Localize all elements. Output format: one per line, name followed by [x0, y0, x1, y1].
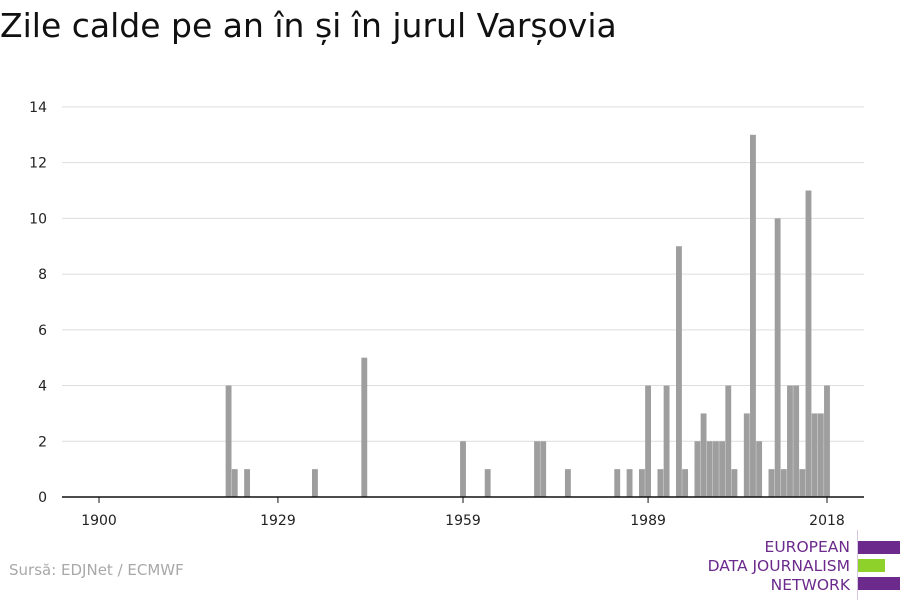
- bar-1924[interactable]: [244, 469, 251, 497]
- bar-2003[interactable]: [731, 469, 738, 497]
- bar-1991[interactable]: [657, 469, 664, 497]
- bar-2016[interactable]: [811, 413, 818, 497]
- bar-1994[interactable]: [675, 246, 682, 497]
- bar-2010[interactable]: [774, 218, 781, 497]
- y-tick-label: 10: [29, 211, 47, 227]
- bar-1921[interactable]: [225, 385, 232, 497]
- bar-1997[interactable]: [694, 441, 701, 497]
- x-tick-label: 1989: [630, 513, 666, 529]
- bar-2006[interactable]: [750, 134, 756, 498]
- bar-2000[interactable]: [713, 441, 719, 497]
- bar-2014[interactable]: [799, 469, 806, 497]
- bar-1989[interactable]: [645, 385, 652, 497]
- bars: [225, 134, 830, 498]
- bar-1959[interactable]: [460, 441, 466, 497]
- logo-divider: [857, 530, 858, 600]
- x-tick-label: 1900: [81, 513, 117, 529]
- x-tick-label: 1959: [445, 513, 481, 529]
- edjnet-logo[interactable]: EUROPEAN DATA JOURNALISM NETWORK: [690, 530, 900, 600]
- bar-2011[interactable]: [780, 469, 787, 497]
- logo-line-network: NETWORK: [770, 576, 850, 594]
- bar-2009[interactable]: [768, 469, 775, 497]
- bar-1922[interactable]: [231, 469, 238, 497]
- axes: 0 2 4 6 8 10 12 14 1900 1929 1959 1989 2018: [29, 100, 864, 529]
- y-tick-label: 6: [38, 323, 47, 339]
- bar-1998[interactable]: [700, 413, 707, 497]
- bar-1972[interactable]: [540, 441, 547, 497]
- logo-bar-purple-bottom: [858, 577, 900, 590]
- bar-2012[interactable]: [787, 385, 793, 497]
- y-tick-label: 0: [38, 490, 47, 506]
- y-tick-label: 12: [29, 156, 47, 172]
- y-tick-label: 4: [38, 379, 47, 395]
- bar-2002[interactable]: [725, 385, 732, 497]
- source-note: Sursă: EDJNet / ECMWF: [9, 561, 184, 579]
- grid-lines: [62, 106, 864, 442]
- bar-1992[interactable]: [663, 385, 670, 497]
- bar-1971[interactable]: [534, 441, 540, 497]
- bar-2017[interactable]: [817, 413, 824, 497]
- bar-1984[interactable]: [614, 469, 621, 497]
- bar-2001[interactable]: [719, 441, 726, 497]
- y-tick-label: 2: [38, 434, 47, 450]
- bar-1935[interactable]: [312, 469, 318, 497]
- x-tick-label: 2018: [809, 513, 845, 529]
- logo-bar-purple-top: [858, 541, 900, 554]
- bar-1963[interactable]: [484, 469, 491, 497]
- bar-1986[interactable]: [626, 469, 633, 497]
- bar-1976[interactable]: [564, 469, 571, 497]
- bar-1995[interactable]: [682, 469, 689, 497]
- bar-2018[interactable]: [824, 385, 830, 497]
- bar-1988[interactable]: [638, 469, 645, 497]
- bar-2015[interactable]: [805, 190, 812, 497]
- y-tick-label: 14: [29, 100, 47, 116]
- x-tick-label: 1929: [260, 513, 296, 529]
- logo-line-data-journalism: DATA JOURNALISM: [707, 557, 850, 575]
- bar-1943[interactable]: [361, 357, 368, 497]
- bar-1999[interactable]: [706, 441, 713, 497]
- bar-2005[interactable]: [743, 413, 750, 497]
- chart-title: Zile calde pe an în și în jurul Varșovia: [0, 6, 617, 45]
- bar-2007[interactable]: [756, 441, 763, 497]
- logo-bar-green: [858, 559, 885, 572]
- logo-line-european: EUROPEAN: [764, 538, 850, 556]
- y-tick-label: 8: [38, 267, 47, 283]
- bar-2013[interactable]: [793, 385, 800, 497]
